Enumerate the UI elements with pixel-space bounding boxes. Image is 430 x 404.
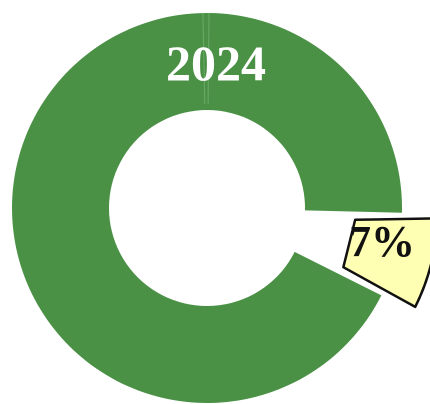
chart-title: 2024: [166, 35, 266, 91]
ring-seam-line: [202, 13, 206, 105]
labels-layer: 2024 7%: [166, 35, 415, 266]
slices-layer: [12, 12, 430, 403]
highlight-slice-label: 7%: [349, 217, 415, 266]
ring-slice: [12, 12, 402, 403]
ring-seam-line: [207, 13, 210, 105]
